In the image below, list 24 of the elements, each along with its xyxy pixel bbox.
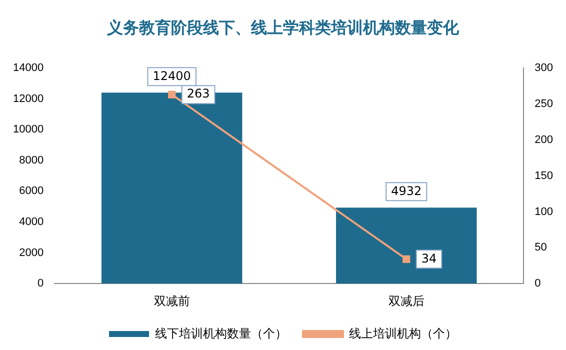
data-label: 4932: [391, 184, 422, 198]
chart-title: 义务教育阶段线下、线上学科类培训机构数量变化: [106, 18, 460, 39]
data-label: 34: [421, 251, 437, 266]
legend-label: 线上培训机构（个）: [349, 326, 457, 340]
x-tick-label: 双减前: [154, 294, 190, 308]
y-tick-label: 14000: [12, 62, 44, 74]
y2-tick-label: 100: [534, 206, 554, 218]
y-tick-label: 8000: [19, 154, 44, 166]
y-tick-label: 6000: [19, 185, 44, 198]
y-tick-label: 12000: [12, 92, 44, 105]
y2-tick-label: 300: [534, 62, 554, 74]
y-tick-label: 2000: [19, 246, 44, 259]
y-tick-label: 10000: [12, 124, 44, 136]
y2-tick-label: 0: [534, 278, 541, 290]
y2-tick-label: 150: [534, 170, 554, 182]
data-label: 263: [186, 86, 210, 101]
legend-label: 线下培训机构数量（个）: [155, 326, 287, 340]
y-tick-label: 4000: [19, 216, 44, 228]
y2-tick-label: 200: [534, 134, 554, 146]
y2-tick-label: 250: [534, 98, 554, 110]
y2-tick-label: 50: [534, 242, 547, 254]
x-tick-label: 双减后: [388, 294, 424, 308]
data-label: 12400: [152, 68, 191, 83]
y-tick-label: 0: [37, 278, 44, 290]
